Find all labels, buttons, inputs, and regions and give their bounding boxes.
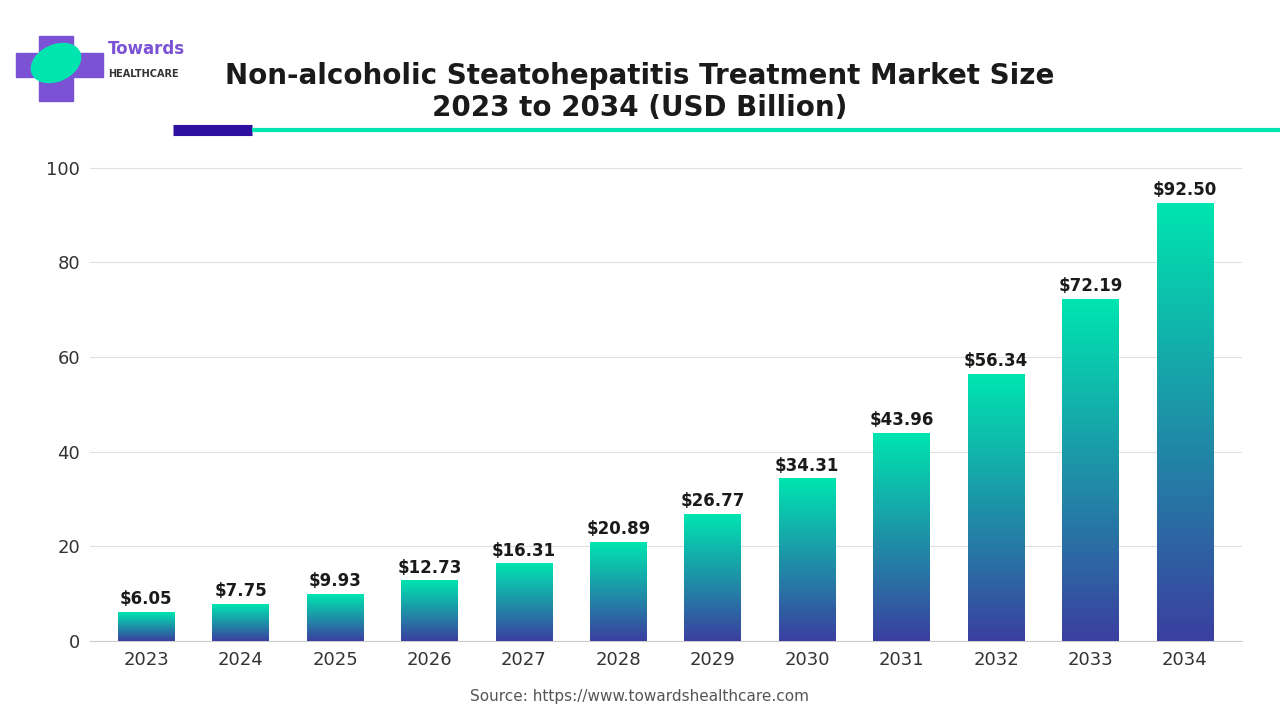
- Text: $9.93: $9.93: [308, 572, 361, 590]
- Bar: [17, 53, 102, 77]
- Text: $34.31: $34.31: [776, 456, 840, 474]
- Text: $12.73: $12.73: [397, 559, 462, 577]
- Text: $7.75: $7.75: [214, 582, 268, 600]
- Text: HEALTHCARE: HEALTHCARE: [108, 69, 178, 78]
- Bar: [38, 36, 73, 101]
- Text: $72.19: $72.19: [1059, 277, 1123, 295]
- Text: $16.31: $16.31: [492, 542, 556, 560]
- Text: Towards: Towards: [108, 40, 186, 58]
- Text: $26.77: $26.77: [681, 492, 745, 510]
- Text: $6.05: $6.05: [120, 590, 173, 608]
- Text: $92.50: $92.50: [1153, 181, 1217, 199]
- Text: Source: https://www.towardshealthcare.com: Source: https://www.towardshealthcare.co…: [471, 689, 809, 704]
- Text: 2023 to 2034 (USD Billion): 2023 to 2034 (USD Billion): [433, 94, 847, 122]
- Text: $20.89: $20.89: [586, 520, 650, 538]
- Ellipse shape: [32, 43, 81, 83]
- Text: $43.96: $43.96: [869, 411, 934, 429]
- Text: Non-alcoholic Steatohepatitis Treatment Market Size: Non-alcoholic Steatohepatitis Treatment …: [225, 62, 1055, 89]
- Text: $56.34: $56.34: [964, 353, 1028, 371]
